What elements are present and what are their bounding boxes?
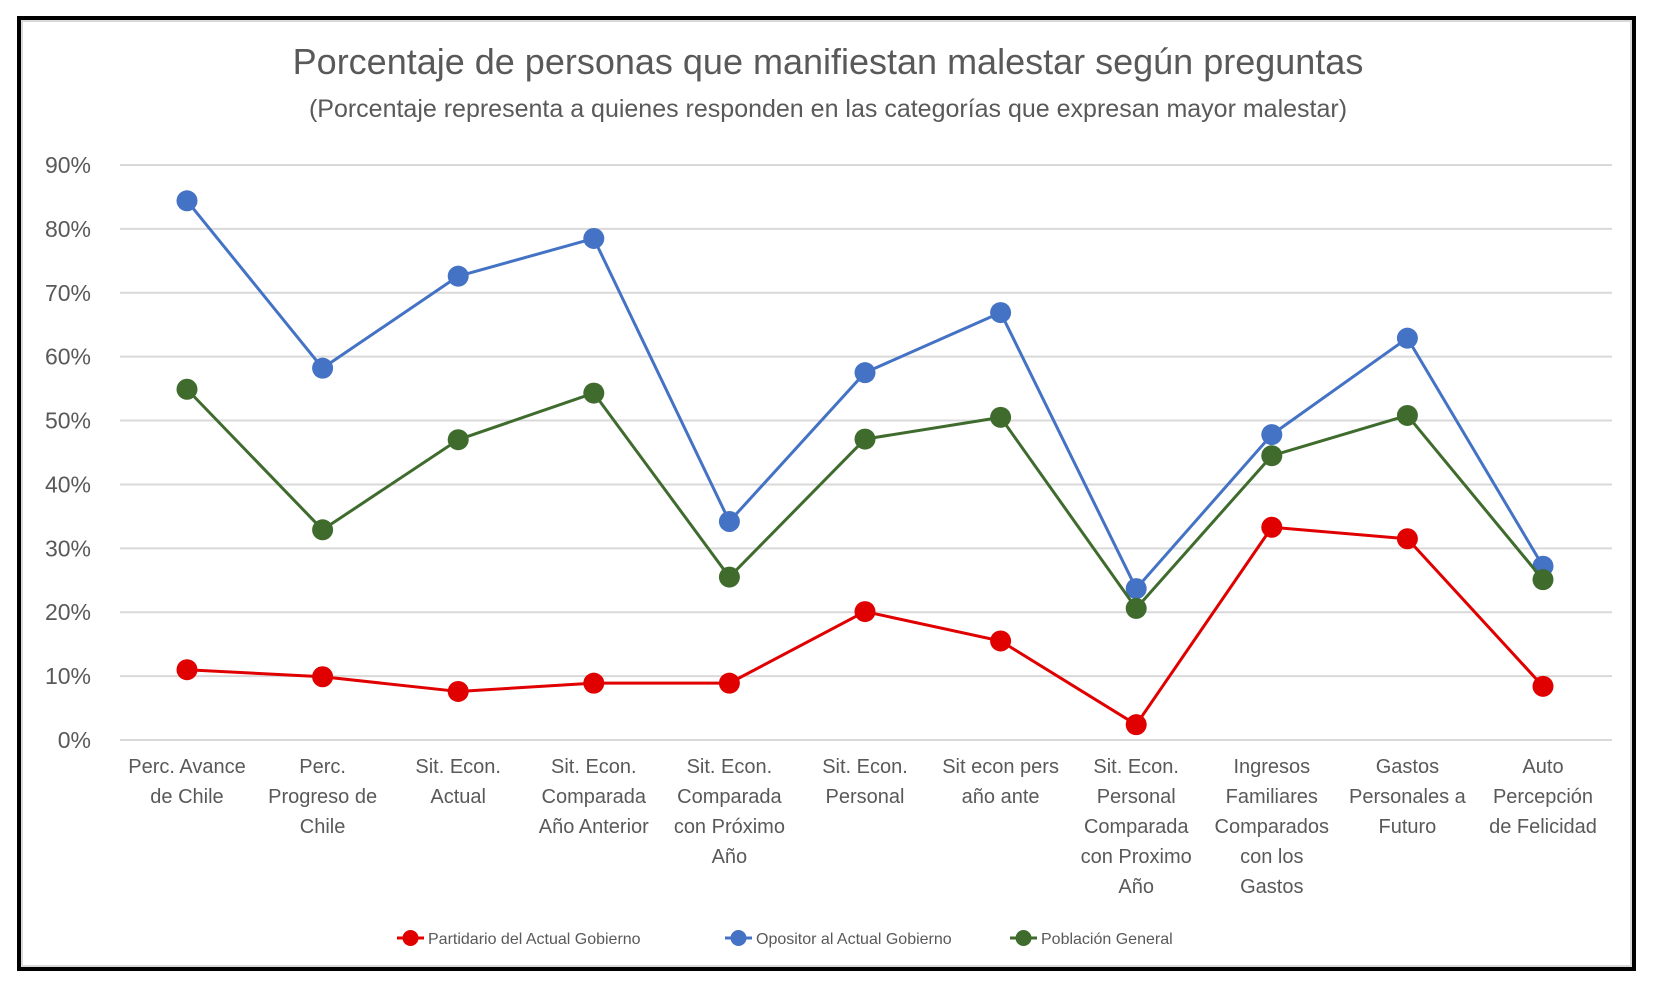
series-line xyxy=(185,388,1545,610)
data-point[interactable] xyxy=(176,659,198,681)
data-point[interactable] xyxy=(1532,675,1554,697)
data-point[interactable] xyxy=(1125,714,1147,736)
data-point[interactable] xyxy=(583,382,605,404)
data-point[interactable] xyxy=(1125,597,1147,619)
y-tick-label: 40% xyxy=(45,471,91,497)
data-point[interactable] xyxy=(718,672,740,694)
data-point[interactable] xyxy=(312,357,334,379)
data-point[interactable] xyxy=(854,428,876,450)
y-tick-label: 10% xyxy=(45,663,91,689)
y-tick-label: 60% xyxy=(45,344,91,370)
y-tick-label: 70% xyxy=(45,280,91,306)
y-tick-label: 50% xyxy=(45,408,91,434)
legend-label: Opositor al Actual Gobierno xyxy=(756,931,952,948)
legend-item[interactable]: Población General xyxy=(1010,930,1173,948)
chart-subtitle: (Porcentaje representa a quienes respond… xyxy=(309,95,1347,123)
data-point[interactable] xyxy=(718,511,740,532)
data-point[interactable] xyxy=(1261,516,1283,538)
data-point[interactable] xyxy=(447,265,469,287)
data-point[interactable] xyxy=(1261,424,1283,446)
data-point[interactable] xyxy=(854,362,876,384)
y-tick-label: 30% xyxy=(45,535,91,561)
x-axis: Perc. Avance de Chile Perc. Progreso de Chil… xyxy=(128,756,1597,898)
x-tick-label: Sit. Econ. Comparada con Próximo Año xyxy=(674,756,785,868)
y-tick-label: 0% xyxy=(58,727,91,753)
data-point[interactable] xyxy=(990,406,1012,428)
data-point[interactable] xyxy=(176,190,198,212)
legend-label: Población General xyxy=(1041,931,1173,948)
chart-inner-border xyxy=(21,20,1632,967)
data-point[interactable] xyxy=(312,666,334,688)
series-1 xyxy=(176,516,1554,736)
x-tick-label: Perc. Progreso de Chile xyxy=(268,756,377,838)
legend-marker-icon xyxy=(1015,930,1032,946)
x-tick-label: Sit econ pers año ante xyxy=(942,756,1059,808)
data-point[interactable] xyxy=(1396,404,1418,426)
data-point[interactable] xyxy=(1396,327,1418,349)
x-tick-label: Auto Percepción de Felicidad xyxy=(1489,756,1597,838)
legend-label: Partidario del Actual Gobierno xyxy=(428,931,641,948)
data-point[interactable] xyxy=(990,302,1012,324)
legend-marker-icon xyxy=(402,930,419,946)
data-point[interactable] xyxy=(854,601,876,623)
data-point[interactable] xyxy=(990,630,1012,652)
data-point[interactable] xyxy=(583,227,605,249)
x-tick-label: Sit. Econ. Comparada Año Anterior xyxy=(539,756,649,838)
y-tick-label: 80% xyxy=(45,216,91,242)
x-tick-label: Ingresos Familiares Comparados con los Gasto… xyxy=(1215,756,1330,898)
y-tick-label: 90% xyxy=(45,152,91,178)
legend: Partidario del Actual Gobierno Opositor a… xyxy=(397,930,1173,948)
y-tick-label: 20% xyxy=(45,599,91,625)
x-tick-label: Gastos Personales a Futuro xyxy=(1349,756,1467,838)
legend-item[interactable]: Partidario del Actual Gobierno xyxy=(397,930,641,948)
y-axis: 0% 10% 20% 30% 40% 50% 60% 70% 80% 90% xyxy=(45,152,91,753)
legend-item[interactable]: Opositor al Actual Gobierno xyxy=(725,930,952,948)
legend-marker-icon xyxy=(730,930,747,946)
data-point[interactable] xyxy=(1261,445,1283,467)
series-group xyxy=(176,190,1554,736)
data-point[interactable] xyxy=(1396,528,1418,550)
series-line xyxy=(186,525,1545,727)
data-point[interactable] xyxy=(176,378,198,400)
x-tick-label: Sit. Econ. Personal xyxy=(822,756,908,808)
series-line xyxy=(185,199,1545,591)
x-tick-label: Sit. Econ. Actual xyxy=(415,756,501,808)
x-tick-label: Perc. Avance de Chile xyxy=(128,756,245,808)
data-point[interactable] xyxy=(312,519,334,541)
chart-title: Porcentaje de personas que manifiestan m… xyxy=(293,41,1364,82)
series-2 xyxy=(176,190,1554,600)
data-point[interactable] xyxy=(1125,578,1147,600)
gridlines xyxy=(120,164,1612,741)
data-point[interactable] xyxy=(583,672,605,694)
x-tick-label: Sit. Econ. Personal Comparada con Proximo Añ… xyxy=(1081,756,1192,898)
data-point[interactable] xyxy=(447,680,469,702)
data-point[interactable] xyxy=(1532,569,1554,591)
data-point[interactable] xyxy=(718,566,740,588)
series-3 xyxy=(176,378,1554,619)
data-point[interactable] xyxy=(447,429,469,451)
